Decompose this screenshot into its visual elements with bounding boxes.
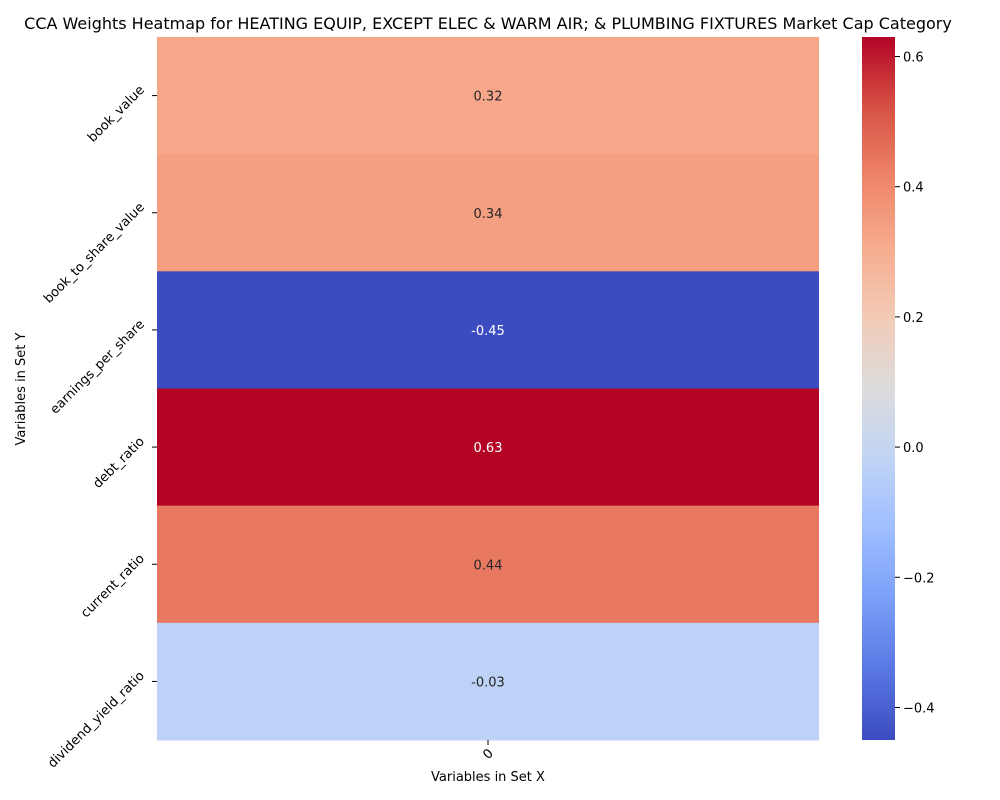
colorbar-ticks: −0.4 −0.2 0.0 0.2 0.4 0.6 [895, 51, 935, 716]
cell-value-label: 0.34 [474, 207, 503, 222]
colorbar-tick-label: 0.4 [903, 181, 924, 196]
y-tick-label: earnings_per_share [48, 317, 148, 417]
y-tick-label: book_to_share_value [41, 200, 148, 307]
colorbar-tick-label: −0.4 [903, 701, 935, 716]
x-axis-label: Variables in Set X [431, 770, 545, 785]
x-axis-ticks: 0 [480, 740, 497, 763]
cell-value-label: -0.03 [471, 675, 505, 690]
y-axis-label: Variables in Set Y [14, 332, 29, 445]
chart-title: CCA Weights Heatmap for HEATING EQUIP, E… [24, 14, 952, 33]
heatmap-cell [157, 37, 819, 155]
cell-value-label: -0.45 [471, 324, 505, 339]
heatmap-cell [157, 154, 819, 272]
colorbar-tick-label: 0.6 [903, 51, 924, 66]
heatmap-cell [157, 622, 819, 741]
y-axis-ticks: book_value book_to_share_valueearnings_pe… [41, 83, 157, 771]
y-tick-label: current_ratio [78, 551, 148, 621]
cell-value-label: 0.63 [474, 441, 503, 456]
heatmap-cell [157, 505, 819, 624]
cell-value-label: 0.44 [474, 558, 503, 573]
colorbar-gradient [862, 37, 895, 740]
heatmap-cell [157, 271, 819, 389]
colorbar-tick-label: 0.2 [903, 311, 924, 326]
x-tick-label: 0 [480, 746, 496, 762]
heatmap-cells: 0.32 0.34 -0.45 0.63 0.44 -0.03 [157, 37, 819, 741]
y-tick-label: dividend_yield_ratio [45, 669, 148, 772]
colorbar: −0.4 −0.2 0.0 0.2 0.4 0.6 [862, 37, 935, 740]
colorbar-tick-label: −0.2 [903, 571, 935, 586]
cell-value-label: 0.32 [474, 90, 503, 105]
heatmap-cell [157, 388, 819, 507]
colorbar-tick-label: 0.0 [903, 441, 924, 456]
y-tick-label: debt_ratio [90, 434, 147, 491]
y-tick-label: book_value [85, 83, 148, 146]
